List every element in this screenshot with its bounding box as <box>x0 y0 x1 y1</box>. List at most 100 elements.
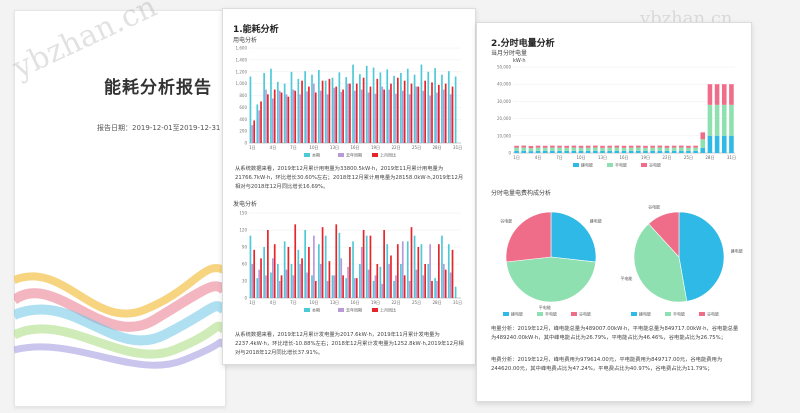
bar <box>550 145 555 148</box>
pie-slice <box>648 211 680 258</box>
bar <box>276 81 279 143</box>
bar <box>410 227 413 298</box>
bar <box>427 71 430 143</box>
bar <box>359 74 361 143</box>
bar <box>542 150 548 153</box>
bar <box>360 247 363 298</box>
bar <box>434 278 436 298</box>
bar <box>256 104 259 143</box>
y-tick-label: 600 <box>239 105 247 110</box>
x-tick-label: 10日 <box>576 155 585 160</box>
bar <box>294 224 297 298</box>
bar <box>444 83 447 143</box>
bar <box>273 244 276 298</box>
bar <box>333 275 336 298</box>
bar <box>326 94 329 143</box>
bar <box>550 147 555 151</box>
bar <box>406 68 409 143</box>
bar <box>614 145 620 148</box>
bar <box>267 230 269 298</box>
bar <box>693 147 698 151</box>
bar <box>528 145 534 149</box>
bar <box>335 224 338 298</box>
bar <box>542 147 548 151</box>
y-tick-label: 1,400 <box>236 57 248 62</box>
pie-label: 峰电能 <box>590 217 602 223</box>
pie-slice <box>550 211 597 263</box>
bar <box>585 145 591 148</box>
bar <box>278 281 281 298</box>
bar <box>657 147 663 151</box>
bar <box>528 148 534 152</box>
bar <box>328 78 331 143</box>
bar <box>434 68 436 143</box>
bar <box>678 147 684 151</box>
bar <box>437 84 440 143</box>
bar <box>650 150 655 153</box>
bar <box>643 145 648 148</box>
x-tick-label: 25日 <box>412 300 421 305</box>
bar <box>403 80 406 143</box>
legend-label: 去年同期 <box>346 307 362 313</box>
bar <box>643 150 648 153</box>
bar <box>578 150 584 153</box>
x-tick-label: 28日 <box>433 300 442 305</box>
bar <box>374 275 377 298</box>
bar <box>292 275 295 298</box>
bar <box>345 278 348 298</box>
x-tick-label: 31日 <box>453 300 462 305</box>
bar <box>299 94 302 143</box>
x-tick-label: 7日 <box>290 300 297 305</box>
pie-label: 谷电能 <box>648 204 660 210</box>
bar <box>355 83 358 143</box>
y-tick-label: 200 <box>239 129 247 134</box>
legend-label: 峰电能 <box>639 311 651 317</box>
chart-title: 用电分析 <box>233 37 258 44</box>
bar <box>265 89 267 143</box>
bar <box>729 104 734 136</box>
y-tick-label: 800 <box>239 93 247 98</box>
bar <box>437 244 440 298</box>
bar <box>260 258 262 298</box>
bar <box>311 74 313 143</box>
legend-swatch <box>372 308 378 312</box>
x-tick-label: 31日 <box>453 145 462 150</box>
bar <box>263 247 265 298</box>
bar <box>671 150 677 153</box>
bar <box>313 83 315 143</box>
bar <box>283 83 286 143</box>
bar <box>564 147 570 151</box>
legend-label: 去年同期 <box>346 152 362 158</box>
bar <box>308 86 310 143</box>
bar <box>607 145 612 148</box>
bar <box>331 77 334 143</box>
bar <box>431 281 433 298</box>
pie-slice <box>633 223 688 303</box>
cover-title: 能耗分析报告 <box>104 78 212 98</box>
legend-label: 谷电能 <box>649 162 661 168</box>
bar <box>260 101 262 143</box>
x-tick-label: 28日 <box>433 145 442 150</box>
bar <box>413 74 416 143</box>
bar <box>621 150 627 153</box>
bar <box>571 145 577 148</box>
bar <box>429 244 431 298</box>
y-tick-label: 1,200 <box>236 69 248 74</box>
bar <box>636 147 641 151</box>
pie-label: 平电能 <box>620 275 632 281</box>
bar <box>355 278 358 298</box>
bar <box>347 266 349 298</box>
x-tick-label: 19日 <box>371 300 380 305</box>
bar <box>272 258 274 298</box>
bar <box>417 247 420 298</box>
bar <box>304 230 307 298</box>
bar <box>287 247 290 298</box>
bar <box>593 145 598 148</box>
bar <box>628 150 634 153</box>
legend-swatch <box>372 153 378 157</box>
bar <box>340 91 343 143</box>
bar <box>664 145 670 148</box>
bar <box>376 264 379 298</box>
x-tick-label: 10日 <box>309 145 318 150</box>
